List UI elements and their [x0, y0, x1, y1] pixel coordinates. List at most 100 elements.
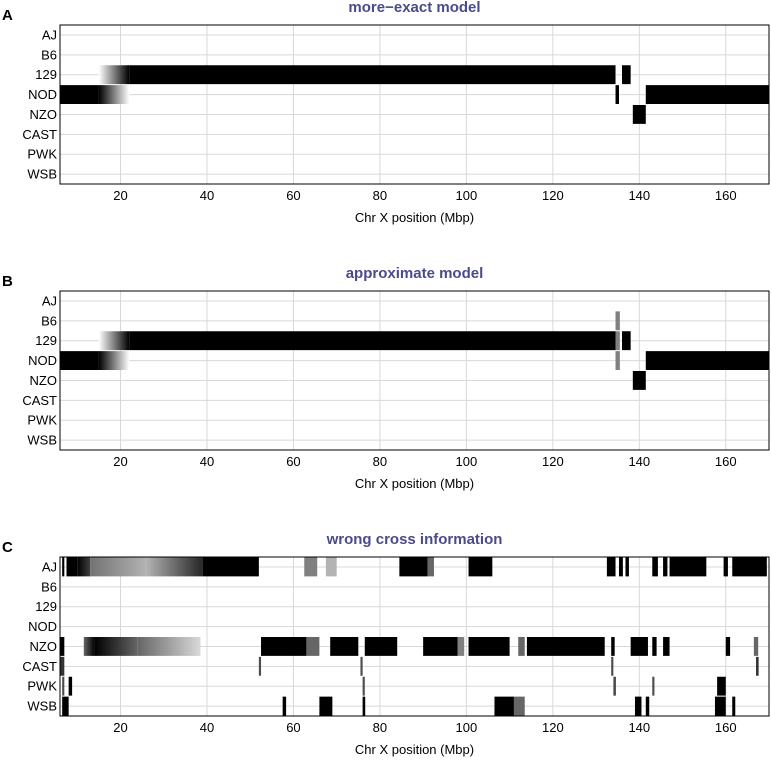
- heat-segment-129: [622, 65, 631, 85]
- plot-frame: [59, 556, 770, 717]
- heat-segment-nzo: [261, 637, 307, 656]
- x-tick-label: 40: [200, 188, 214, 203]
- strain-label: PWK: [27, 413, 57, 428]
- x-tick-label: 80: [373, 188, 387, 203]
- panel-label: A: [2, 7, 13, 24]
- heat-segment-aj: [66, 557, 78, 577]
- heat-segment-aj: [723, 557, 728, 577]
- heat-segment-aj: [652, 557, 658, 577]
- heat-segment-nod: [615, 85, 619, 104]
- x-tick-label: 120: [542, 188, 564, 203]
- strain-label: AJ: [42, 27, 57, 42]
- heat-segment-nzo: [518, 637, 525, 656]
- heat-segment-wsb: [634, 696, 642, 716]
- strain-label: CAST: [22, 393, 57, 408]
- chart-title: approximate model: [346, 265, 484, 282]
- heat-segment-aj: [202, 557, 259, 577]
- heat-segment-aj: [618, 557, 623, 577]
- panel-label: B: [2, 273, 13, 290]
- chart-title: more−exact model: [348, 0, 480, 16]
- heat-segment-nzo: [753, 637, 759, 656]
- heat-segment-nod: [615, 351, 620, 370]
- strain-label: WSB: [27, 699, 57, 714]
- heat-segment-129: [622, 331, 631, 351]
- x-tick-label: 20: [113, 188, 127, 203]
- heat-segment-nod: [645, 85, 769, 104]
- heat-segment-nod: [98, 351, 130, 370]
- strain-label: 129: [35, 67, 57, 82]
- heat-segment-nzo: [632, 105, 646, 124]
- heat-segment-wsb: [62, 696, 69, 716]
- x-tick-label: 120: [542, 454, 564, 469]
- heat-segment-cast: [756, 656, 759, 676]
- heat-segment-aj: [669, 557, 707, 577]
- heat-segment-b6: [615, 311, 620, 331]
- x-axis-label: Chr X position (Mbp): [355, 742, 474, 757]
- strain-label: PWK: [27, 147, 57, 162]
- heat-segment-cast: [360, 656, 363, 676]
- heat-segment-cast: [611, 656, 614, 676]
- heat-segment-nzo: [94, 637, 138, 656]
- heat-segment-nzo: [725, 637, 731, 656]
- strain-label: CAST: [22, 659, 57, 674]
- heat-segment-pwk: [717, 676, 726, 696]
- heat-segment-nzo: [83, 637, 95, 656]
- heat-segment-nzo: [306, 637, 320, 656]
- panel-label: C: [2, 539, 13, 556]
- x-tick-label: 100: [456, 454, 478, 469]
- x-tick-label: 60: [286, 720, 300, 735]
- x-tick-label: 120: [542, 720, 564, 735]
- heat-segment-nzo: [526, 637, 605, 656]
- heat-segment-aj: [399, 557, 428, 577]
- heat-segment-nzo: [611, 637, 615, 656]
- heat-segment-wsb: [494, 696, 514, 716]
- strain-label: CAST: [22, 127, 57, 142]
- strain-label: AJ: [42, 559, 57, 574]
- heat-segment-aj: [606, 557, 616, 577]
- heat-segment-pwk: [62, 676, 65, 696]
- strain-label: B6: [41, 579, 57, 594]
- heat-segment-wsb: [282, 696, 287, 716]
- heat-segment-aj: [90, 557, 147, 577]
- strain-label: B6: [41, 47, 57, 62]
- heat-segment-wsb: [319, 696, 333, 716]
- heat-segment-wsb: [645, 696, 650, 716]
- x-tick-label: 80: [373, 720, 387, 735]
- x-tick-label: 60: [286, 188, 300, 203]
- heat-segment-129: [129, 331, 616, 351]
- heat-segment-nod: [98, 85, 130, 104]
- heat-segment-aj: [62, 557, 65, 577]
- heat-segment-aj: [625, 557, 629, 577]
- heat-segment-aj: [146, 557, 203, 577]
- heat-segment-wsb: [714, 696, 726, 716]
- heat-segment-129: [615, 331, 620, 351]
- strain-label: 129: [35, 599, 57, 614]
- heat-segment-aj: [732, 557, 767, 577]
- chart-title: wrong cross information: [326, 531, 503, 548]
- x-tick-label: 40: [200, 720, 214, 735]
- heat-segment-pwk: [652, 676, 655, 696]
- plot-area: [60, 291, 769, 450]
- heat-segment-cast: [258, 656, 262, 676]
- heat-segment-nod: [645, 351, 769, 370]
- strain-label: PWK: [27, 679, 57, 694]
- strain-label: NOD: [28, 87, 57, 102]
- x-tick-label: 60: [286, 454, 300, 469]
- heat-segment-cast: [60, 656, 65, 676]
- x-tick-label: 80: [373, 454, 387, 469]
- plot-area: [60, 25, 769, 184]
- heat-segment-nzo: [60, 637, 65, 656]
- heat-segment-nod: [60, 351, 99, 370]
- heat-segment-nzo: [364, 637, 398, 656]
- x-tick-label: 100: [456, 188, 478, 203]
- strain-label: NZO: [30, 373, 57, 388]
- plot-frame: [59, 290, 770, 451]
- x-tick-label: 140: [628, 720, 650, 735]
- heat-segment-pwk: [362, 676, 365, 696]
- x-tick-label: 140: [628, 188, 650, 203]
- heat-segment-aj: [304, 557, 318, 577]
- strain-label: B6: [41, 313, 57, 328]
- x-tick-label: 100: [456, 720, 478, 735]
